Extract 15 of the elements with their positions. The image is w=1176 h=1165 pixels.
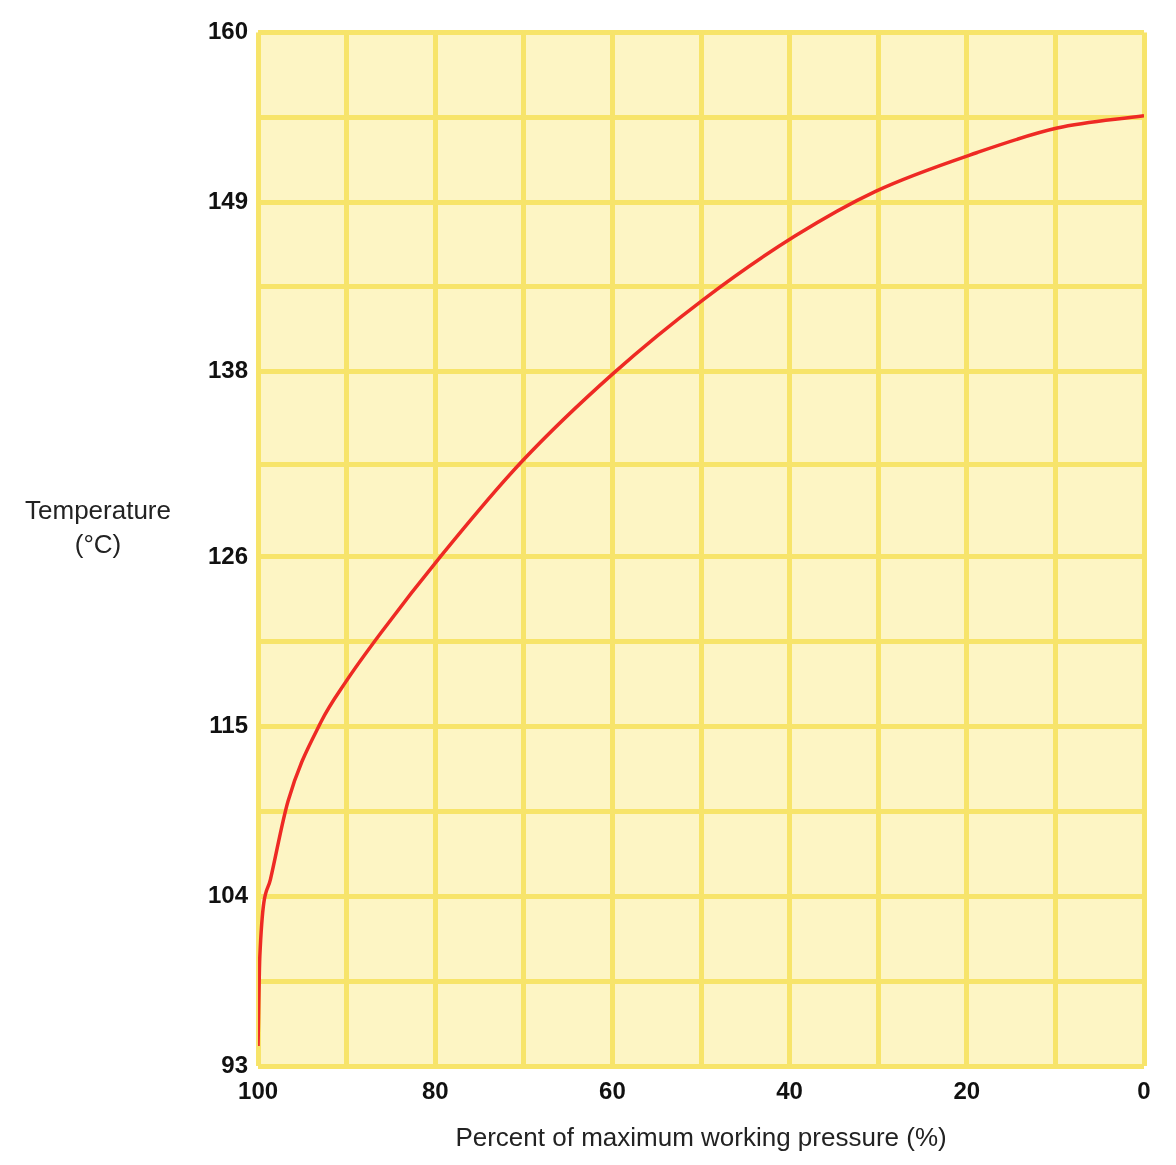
x-tick-label: 20 [953,1077,981,1105]
x-tick-label: 100 [238,1077,279,1105]
y-tick-label: 104 [208,880,249,908]
x-tick-label: 0 [1137,1077,1151,1105]
y-tick-label: 126 [208,541,249,569]
y-axis-title: Temperature (°C) [25,495,171,560]
y-tick-label: 115 [209,711,249,739]
x-tick-label: 60 [599,1077,626,1105]
x-tick-label: 80 [421,1077,449,1105]
x-axis-title: Percent of maximum working pressure (%) [455,1121,947,1152]
y-tick-label: 138 [208,356,249,384]
y-tick-label: 93 [221,1050,249,1078]
x-tick-label: 40 [776,1077,803,1105]
y-tick-label: 160 [208,17,249,45]
y-tick-label: 149 [208,186,249,214]
